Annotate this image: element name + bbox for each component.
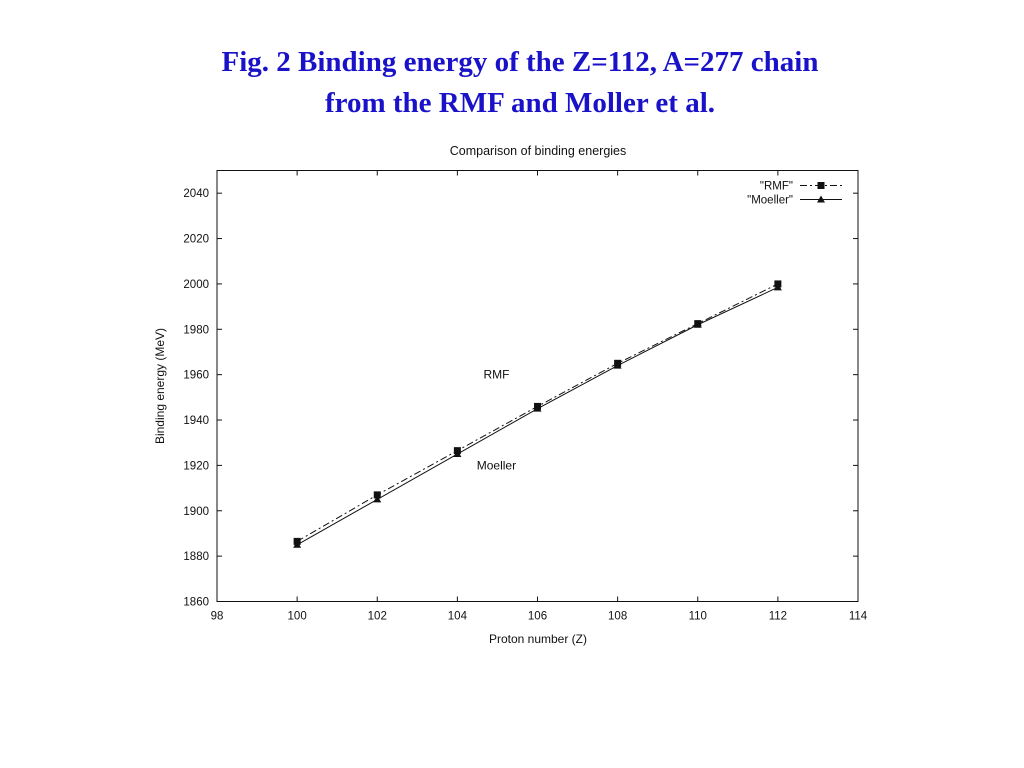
data-point-moeller-z112 [773,283,782,291]
series-line-rmf [296,283,779,542]
x-tick-label-108: 108 [608,611,627,623]
slide-title-line-2: from the RMF and Moller et al. [324,87,716,119]
y-tick-label-2000: 2000 [183,279,209,291]
legend-marker-rmf [817,182,825,189]
data-point-moeller-z110 [693,320,702,328]
data-point-moeller-z106 [533,404,542,412]
data-point-moeller-z102 [373,495,382,503]
x-axis-label: Proton number (Z) [489,632,587,646]
x-tick-label-98: 98 [211,611,224,623]
data-point-moeller-z108 [613,361,622,369]
y-tick-label-1860: 1860 [183,597,209,609]
legend: "RMF" "Moeller" [747,181,842,207]
y-tick-label-1880: 1880 [183,551,209,563]
data-point-rmf-z102 [373,491,381,499]
y-tick-label-2040: 2040 [183,188,209,200]
x-tick-label-100: 100 [288,611,307,623]
legend-label-rmf: "RMF" [760,181,793,193]
y-tick-label-1900: 1900 [183,506,209,518]
x-axis-ticks: 98 100 102 104 106 108 110 112 114 [211,170,868,623]
annotation-rmf: RMF [483,368,509,382]
y-tick-label-2020: 2020 [183,234,209,246]
y-tick-label-1940: 1940 [183,415,209,427]
slide-title-line-1: Fig. 2 Binding energy of the Z=112, A=27… [221,46,819,78]
y-axis-ticks: 1860 1880 1900 1920 1940 1960 1980 2000 2020 2040 [183,188,858,609]
x-tick-label-110: 110 [689,611,707,623]
legend-label-moeller: "Moeller" [747,195,793,207]
x-tick-label-102: 102 [368,611,387,623]
plot-frame [216,170,859,602]
legend-marker-moeller [817,195,825,203]
y-tick-label-1980: 1980 [183,324,209,336]
annotation-layer: RMF Moeller [477,368,516,473]
x-tick-label-114: 114 [849,611,868,623]
x-tick-label-112: 112 [769,611,787,623]
slide-title: Fig. 2 Binding energy of the Z=112, A=27… [0,44,1024,122]
data-point-moeller-z100 [293,540,302,548]
y-tick-label-1960: 1960 [183,370,209,382]
y-axis-label: Binding energy (MeV) [153,328,167,444]
annotation-moeller: Moeller [477,458,516,472]
x-tick-label-104: 104 [448,611,468,623]
series-layer [293,280,782,548]
x-tick-label-106: 106 [528,611,547,623]
data-point-moeller-z104 [453,450,462,458]
series-line-moeller [296,286,779,546]
chart-title: Comparison of binding energies [450,144,627,158]
y-tick-label-1920: 1920 [183,460,209,472]
